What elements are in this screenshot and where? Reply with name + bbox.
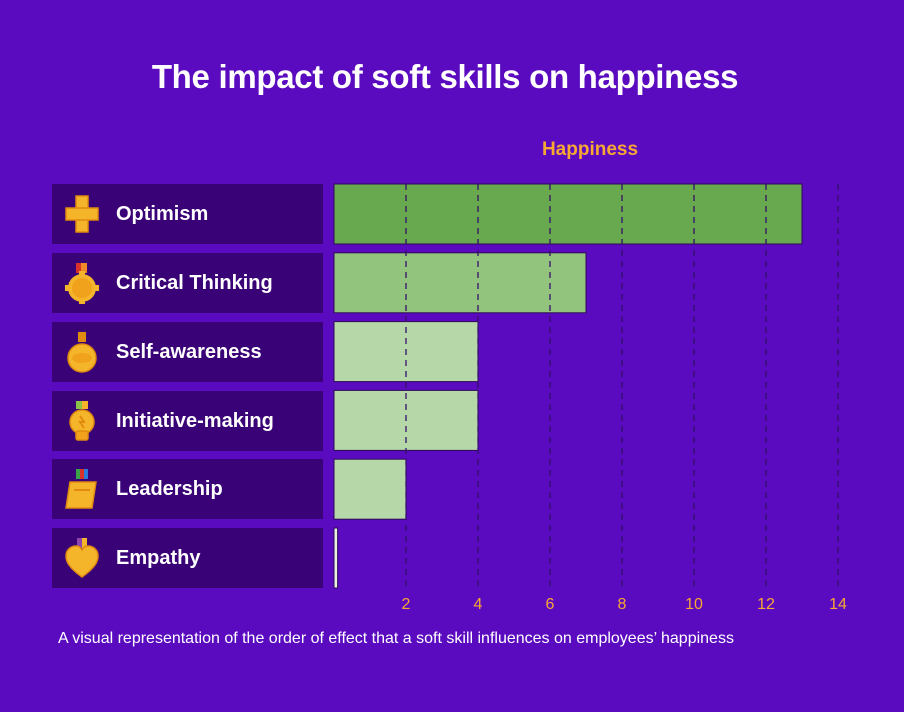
- bar-empathy: [333, 527, 339, 589]
- category-label-critical-thinking: Critical Thinking: [52, 253, 323, 313]
- x-tick-label: 6: [546, 596, 555, 613]
- category-label-text: Empathy: [116, 546, 201, 569]
- category-label-self-awareness: Self-awareness: [52, 322, 323, 382]
- x-tick-label: 12: [757, 596, 775, 613]
- lightbulb-medal-icon: [69, 401, 95, 441]
- category-label-text: Optimism: [116, 202, 209, 225]
- chart-caption: A visual representation of the order of …: [58, 630, 734, 647]
- category-label-text: Initiative-making: [116, 409, 274, 432]
- bar-critical-thinking: [333, 252, 587, 314]
- category-label-optimism: Optimism: [52, 184, 323, 244]
- x-tick-label: 14: [829, 596, 847, 613]
- plus-medal-icon: [65, 195, 99, 233]
- gear-medal-icon: [65, 263, 99, 304]
- bar-optimism: [333, 183, 803, 245]
- x-tick-label: 8: [618, 596, 627, 613]
- category-label-leadership: Leadership: [52, 459, 323, 519]
- category-label-text: Self-awareness: [116, 340, 262, 363]
- x-tick-label: 2: [402, 596, 411, 613]
- series-label: Happiness: [541, 139, 639, 160]
- category-label-text: Leadership: [116, 477, 223, 500]
- category-label-text: Critical Thinking: [116, 271, 273, 294]
- chart-title: The impact of soft skills on happiness: [151, 58, 739, 95]
- x-tick-label: 10: [685, 596, 703, 613]
- heart-medal-icon: [65, 538, 99, 578]
- category-label-initiative-making: Initiative-making: [52, 391, 323, 451]
- flag-medal-icon: [65, 469, 97, 509]
- round-medal-icon: [67, 332, 97, 373]
- x-tick-label: 4: [474, 596, 483, 613]
- bar-leadership: [333, 458, 407, 520]
- category-label-empathy: Empathy: [52, 528, 323, 588]
